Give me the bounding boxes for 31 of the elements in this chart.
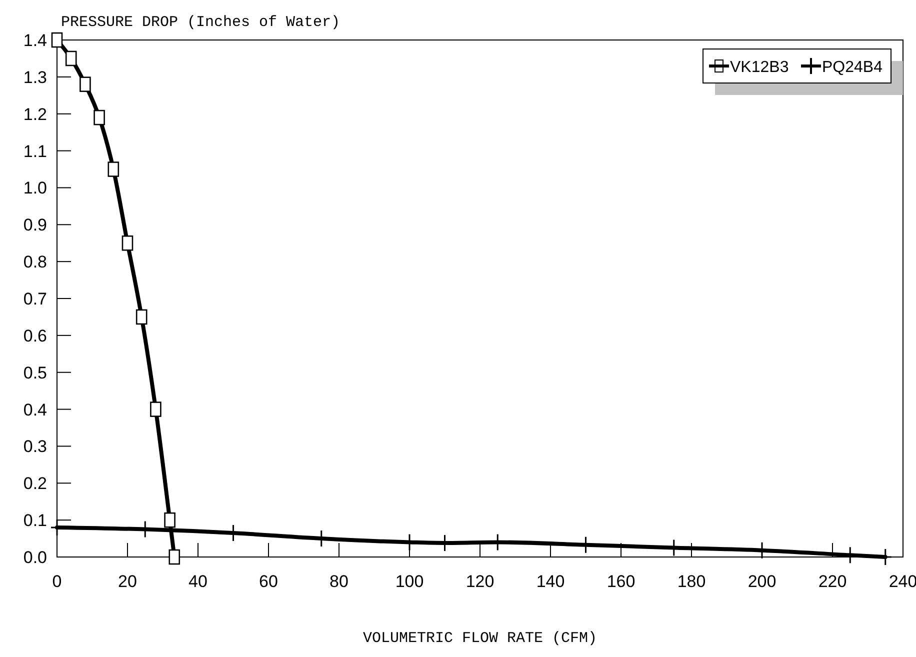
y-tick-label: 1.3 <box>23 68 47 87</box>
y-tick-label: 0.3 <box>23 437 47 456</box>
y-tick-label: 0.6 <box>23 326 47 346</box>
legend-label: PQ24B4 <box>822 59 883 76</box>
x-tick-label: 20 <box>118 572 137 591</box>
y-tick-label: 1.2 <box>23 104 47 124</box>
x-tick-label: 100 <box>395 572 424 591</box>
x-axis-title: VOLUMETRIC FLOW RATE (CFM) <box>362 630 598 647</box>
y-tick-label: 1.0 <box>23 178 47 198</box>
chart-title: PRESSURE DROP (Inches of Water) <box>61 14 340 31</box>
x-tick-label: 180 <box>677 572 706 591</box>
y-tick-label: 0.4 <box>23 400 47 420</box>
y-tick-label: 0.8 <box>23 252 47 272</box>
y-tick-label: 1.1 <box>23 142 47 161</box>
x-tick-label: 120 <box>466 572 494 591</box>
y-tick-label: 0.0 <box>23 548 47 567</box>
x-tick-label: 200 <box>748 572 776 591</box>
x-tick-label: 40 <box>188 572 208 591</box>
y-tick-label: 0.1 <box>23 511 47 530</box>
legend-label: VK12B3 <box>730 59 789 76</box>
x-tick-label: 220 <box>818 572 847 591</box>
y-tick-label: 0.7 <box>23 290 47 308</box>
x-tick-label: 160 <box>606 572 636 591</box>
y-tick-label: 0.2 <box>23 474 47 494</box>
x-tick-label: 0 <box>52 572 62 591</box>
y-tick-label: 0.5 <box>23 363 47 382</box>
y-tick-label: 0.9 <box>23 216 47 235</box>
x-tick-label: 60 <box>259 572 278 591</box>
y-tick-label: 1.4 <box>23 31 47 50</box>
x-tick-label: 140 <box>536 572 565 591</box>
x-tick-label: 80 <box>330 572 348 591</box>
